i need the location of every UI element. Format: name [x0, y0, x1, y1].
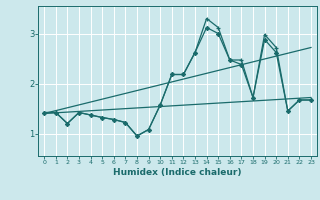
- X-axis label: Humidex (Indice chaleur): Humidex (Indice chaleur): [113, 168, 242, 177]
